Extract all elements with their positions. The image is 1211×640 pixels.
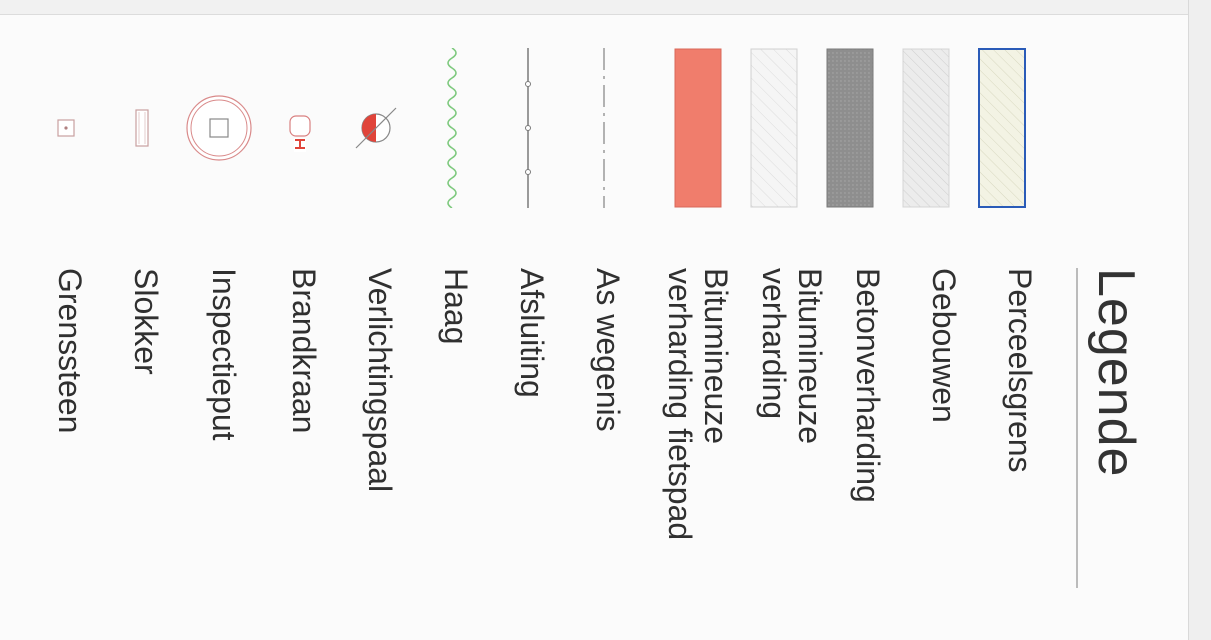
legend-label-line: verharding fietspad xyxy=(662,268,698,541)
concrete-paving-swatch-icon xyxy=(810,48,890,208)
legend-label-line: Slokker xyxy=(128,268,164,375)
legend-label-line: Bitumineuze xyxy=(792,268,828,445)
road-axis-line-icon xyxy=(574,48,634,208)
boundary-stone-icon xyxy=(36,48,96,208)
legend-label-line: Verlichtingspaal xyxy=(362,268,398,493)
gully-icon xyxy=(112,48,172,208)
manhole-icon xyxy=(184,48,254,208)
page-top-edge xyxy=(0,0,1211,15)
bituminous-paving-swatch-icon xyxy=(734,48,814,208)
legend-label-line: Betonverharding xyxy=(850,268,886,503)
legend-label-line: verharding xyxy=(756,268,792,420)
bike-path-swatch-icon xyxy=(658,48,738,208)
page-right-edge xyxy=(1188,0,1211,640)
legend-label-line: Inspectieput xyxy=(206,268,242,441)
legend-label-line: Afsluiting xyxy=(514,268,550,398)
fence-line-icon xyxy=(498,48,558,208)
legend-label-line: Grenssteen xyxy=(52,268,88,434)
legend-label-line: As wegenis xyxy=(590,268,626,432)
legend-panel: Legende Perceelsgrens xyxy=(20,20,1160,620)
legend-label-line: Gebouwen xyxy=(926,268,962,423)
hedge-line-icon xyxy=(422,48,482,208)
light-pole-icon xyxy=(346,48,406,208)
legend-label-line: Perceelsgrens xyxy=(1002,268,1038,473)
legend-title: Legende xyxy=(1076,268,1146,588)
buildings-hatch-swatch-icon xyxy=(886,48,966,208)
legend-label-line: Bitumineuze xyxy=(698,268,734,445)
parcel-boundary-swatch-icon xyxy=(962,48,1042,208)
legend-label-line: Brandkraan xyxy=(286,268,322,434)
hydrant-icon xyxy=(270,48,330,208)
legend-label-line: Haag xyxy=(438,268,474,345)
